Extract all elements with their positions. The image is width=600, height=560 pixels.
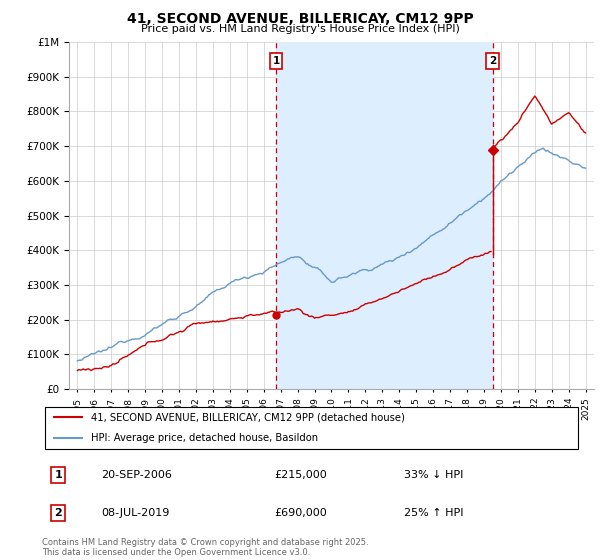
Text: Contains HM Land Registry data © Crown copyright and database right 2025.
This d: Contains HM Land Registry data © Crown c… xyxy=(42,538,368,557)
Text: 41, SECOND AVENUE, BILLERICAY, CM12 9PP: 41, SECOND AVENUE, BILLERICAY, CM12 9PP xyxy=(127,12,473,26)
Text: £690,000: £690,000 xyxy=(274,508,327,518)
Text: 25% ↑ HPI: 25% ↑ HPI xyxy=(404,508,463,518)
Text: £215,000: £215,000 xyxy=(274,470,327,480)
Bar xyxy=(276,42,493,389)
Text: 2: 2 xyxy=(489,56,496,66)
Text: 41, SECOND AVENUE, BILLERICAY, CM12 9PP (detached house): 41, SECOND AVENUE, BILLERICAY, CM12 9PP … xyxy=(91,412,404,422)
Text: HPI: Average price, detached house, Basildon: HPI: Average price, detached house, Basi… xyxy=(91,433,318,444)
Text: 1: 1 xyxy=(55,470,62,480)
Text: 20-SEP-2006: 20-SEP-2006 xyxy=(101,470,172,480)
FancyBboxPatch shape xyxy=(45,407,578,449)
Text: 33% ↓ HPI: 33% ↓ HPI xyxy=(404,470,463,480)
Text: 2: 2 xyxy=(55,508,62,518)
Text: 08-JUL-2019: 08-JUL-2019 xyxy=(101,508,170,518)
Text: 1: 1 xyxy=(272,56,280,66)
Text: Price paid vs. HM Land Registry's House Price Index (HPI): Price paid vs. HM Land Registry's House … xyxy=(140,24,460,34)
